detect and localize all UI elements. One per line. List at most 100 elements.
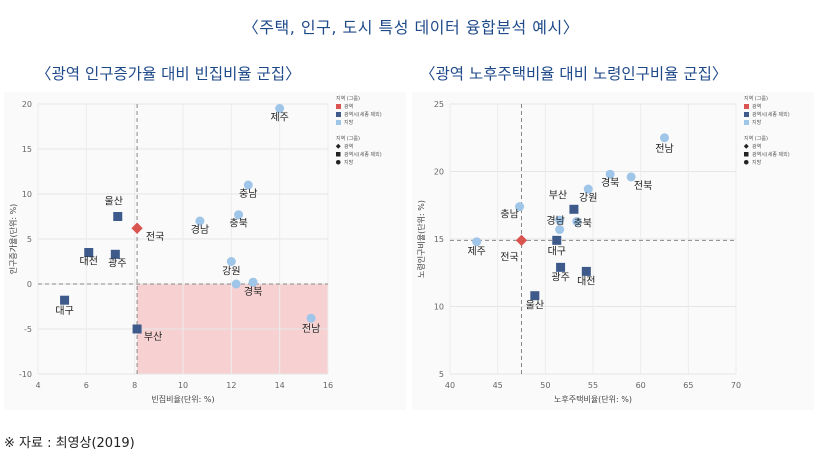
legend-item: 지방	[752, 119, 762, 126]
x-tick-label: 50	[540, 381, 550, 390]
point-province	[555, 225, 565, 235]
legend-item: 광역시(세종 제외)	[752, 111, 790, 118]
legend-item: 광역	[344, 103, 353, 110]
y-tick-label: 0	[27, 280, 32, 289]
y-tick-label: 10	[434, 303, 444, 312]
y-tick-label: 20	[22, 100, 32, 109]
point-province	[583, 184, 593, 194]
x-tick-label: 60	[636, 381, 646, 390]
point-province	[231, 279, 241, 289]
point-label: 전남	[655, 143, 673, 155]
y-axis-label: 인구증가율(단위: %)	[8, 204, 18, 275]
legend-swatch	[744, 104, 749, 109]
y-tick-label: 15	[22, 145, 32, 154]
point-label: 부산	[549, 189, 567, 201]
point-label: 울산	[526, 300, 544, 312]
legend-shape-square	[744, 152, 749, 157]
point-metro-city	[60, 295, 70, 305]
point-province	[195, 216, 205, 226]
left-chart-title: 〈광역 인구증가율 대비 빈집비율 군집〉	[36, 65, 301, 83]
point-province	[472, 237, 482, 247]
legend-shape-square	[336, 152, 341, 157]
page-title: 〈주택, 인구, 도시 특성 데이터 융합분석 예시〉	[242, 18, 580, 37]
legend-item: 광역	[752, 103, 761, 110]
x-tick-label: 70	[731, 381, 741, 390]
legend-item: 광역시(세종 제외)	[344, 151, 382, 158]
point-label: 전국	[146, 231, 164, 243]
point-label: 강원	[579, 192, 597, 204]
legend-title: 지역 (그룹)	[336, 95, 360, 102]
y-tick-label: -5	[24, 325, 32, 334]
point-label: 대구	[548, 245, 566, 257]
x-tick-label: 10	[178, 381, 188, 390]
right-chart-panel: 5 10 15 20 25 40 45 50 55 60 65 70 노후주택비율(단위: %) 노령인구…	[412, 92, 814, 410]
legend-shape-circle	[335, 159, 341, 165]
point-label: 경북	[244, 285, 262, 298]
point-label: 경북	[601, 176, 619, 189]
legend-shape-circle	[743, 159, 749, 165]
point-label: 부산	[144, 331, 162, 343]
y-axis-label: 노령인구비율(단위: %)	[416, 200, 426, 278]
point-label: 광주	[551, 271, 569, 283]
legend-swatch	[336, 120, 341, 125]
y-tick-label: -10	[19, 370, 32, 379]
point-label: 전북	[634, 180, 652, 192]
legend-item: 지방	[344, 119, 354, 126]
point-label: 경남	[546, 214, 564, 227]
point-label: 충북	[229, 218, 247, 230]
x-tick-label: 40	[445, 381, 455, 390]
oldhousing-vs-elderly-scatter: 5 10 15 20 25 40 45 50 55 60 65 70 노후주택비율(단위: %) 노령인구…	[416, 95, 790, 404]
x-tick-label: 4	[35, 381, 40, 390]
point-province	[275, 104, 285, 113]
legend-swatch	[336, 104, 341, 109]
point-province	[515, 202, 525, 212]
x-tick-label: 14	[275, 381, 285, 390]
point-label: 충남	[239, 188, 257, 200]
point-national	[515, 234, 528, 247]
point-metro-city	[84, 248, 94, 257]
point-national	[131, 222, 143, 234]
x-axis-label: 노후주택비율(단위: %)	[554, 394, 632, 404]
point-metro-city	[530, 291, 540, 301]
point-province	[234, 210, 244, 220]
x-tick-label: 65	[683, 381, 693, 390]
point-label: 전국	[500, 251, 518, 263]
legend-swatch	[744, 112, 749, 117]
point-label: 충북	[574, 217, 592, 229]
x-tick-label: 8	[132, 381, 137, 390]
source-note: ※ 자료 : 최영상(2019)	[4, 436, 135, 451]
legend-item: 광역	[344, 143, 353, 150]
point-metro-city	[556, 262, 566, 272]
point-label: 제주	[270, 112, 288, 124]
point-province	[605, 169, 615, 179]
legend-item: 광역	[752, 143, 761, 150]
point-label: 강원	[222, 266, 240, 278]
legend-item: 광역시(세종 제외)	[752, 151, 790, 158]
point-label: 울산	[105, 196, 123, 208]
point-label: 광주	[108, 257, 126, 269]
y-tick-label: 25	[434, 100, 444, 109]
legend-title: 지역 (그룹)	[744, 95, 768, 102]
legend-title: 지역 (그룹)	[744, 135, 768, 142]
point-label: 충남	[500, 209, 518, 221]
x-tick-label: 45	[493, 381, 503, 390]
point-metro-city	[581, 266, 591, 276]
point-metro-city	[569, 204, 579, 214]
y-tick-label: 15	[434, 235, 444, 244]
point-label: 대구	[55, 305, 73, 317]
legend-item: 지방	[344, 159, 354, 166]
point-province	[306, 313, 316, 323]
legend-shape-diamond	[743, 143, 749, 149]
point-metro-city	[132, 324, 142, 334]
point-metro-city	[110, 249, 120, 259]
point-label: 경남	[191, 223, 209, 236]
point-label: 대전	[80, 256, 98, 268]
legend-swatch	[744, 120, 749, 125]
point-metro-city	[113, 212, 123, 221]
legend-item: 광역시(세종 제외)	[344, 111, 382, 118]
point-province	[626, 172, 636, 182]
point-province	[572, 216, 582, 226]
legend-swatch	[336, 112, 341, 117]
y-tick-label: 10	[22, 190, 32, 199]
left-chart-panel: -10 -5 0 5 10 15 20 4 6 8 10 12 14 16 빈집비율(단위: %) 인구증가율…	[4, 92, 406, 410]
